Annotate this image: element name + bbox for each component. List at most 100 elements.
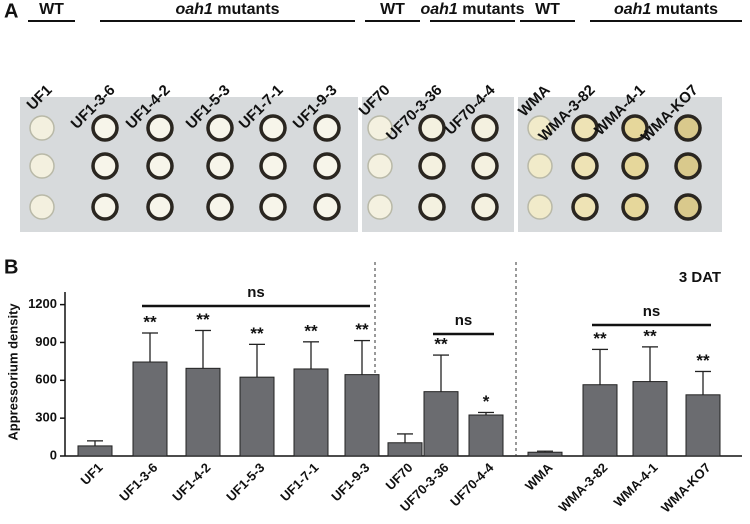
y-tick-label: 300 [35, 410, 57, 425]
bar [632, 381, 668, 457]
colony-well [146, 114, 174, 142]
colony-well [674, 152, 702, 180]
colony-well [29, 194, 55, 220]
group-label: oah1 mutants [175, 1, 279, 18]
colony-well [621, 152, 649, 180]
bracket-label: ns [455, 312, 473, 329]
significance-label: ** [696, 351, 710, 370]
colony-well [313, 193, 341, 221]
x-tick-label: UF1-3-6 [116, 460, 160, 504]
group-label: WT [39, 1, 64, 18]
group-label: oah1 mutants [614, 1, 718, 18]
bracket-label: ns [247, 284, 265, 301]
bar [185, 367, 221, 457]
group-label-text: WT [39, 1, 64, 18]
bar [468, 414, 504, 457]
bar [293, 368, 329, 457]
colony-well [471, 193, 499, 221]
x-tick-label: UF1-7-1 [277, 460, 321, 504]
y-tick-label: 900 [35, 334, 57, 349]
colony-well [367, 115, 393, 141]
colony-well [29, 153, 55, 179]
significance-label: ** [304, 321, 318, 340]
colony-well [259, 114, 287, 142]
colony-well [527, 194, 553, 220]
x-tick-label: UF1-5-3 [223, 460, 267, 504]
bar [77, 445, 113, 457]
group-label-text: mutants [217, 1, 279, 18]
bar [685, 394, 721, 457]
y-tick-label: 600 [35, 372, 57, 387]
group-label: oah1 mutants [420, 1, 524, 18]
colony-well [418, 114, 446, 142]
x-tick-label: UF1-9-3 [328, 460, 372, 504]
group-label-text: WT [380, 1, 405, 18]
colony-well [206, 114, 234, 142]
bar [132, 361, 168, 457]
panel-label: B [4, 256, 18, 278]
colony-well [571, 114, 599, 142]
colony-well [367, 194, 393, 220]
bar [582, 384, 618, 457]
y-tick-label: 1200 [28, 296, 57, 311]
colony-well [367, 153, 393, 179]
colony-well [571, 193, 599, 221]
x-tick-label: WMA-KO7 [658, 460, 714, 516]
colony-well [571, 152, 599, 180]
colony-well [471, 152, 499, 180]
significance-label: ** [143, 312, 157, 331]
colony-well [29, 115, 55, 141]
colony-well [471, 114, 499, 142]
x-tick-label: WMA-3-82 [556, 460, 611, 515]
x-tick-label: UF1 [78, 460, 106, 488]
group-label: WT [535, 1, 560, 18]
y-tick-label: 0 [50, 447, 57, 462]
colony-well [674, 114, 702, 142]
significance-label: ** [593, 329, 607, 348]
bar [527, 451, 563, 457]
group-label: WT [380, 1, 405, 18]
group-label-text: mutants [656, 1, 718, 18]
colony-well [418, 152, 446, 180]
colony-well [313, 114, 341, 142]
colony-well [527, 115, 553, 141]
x-tick-label: UF1-4-2 [169, 460, 213, 504]
bar [423, 391, 459, 457]
colony-well [418, 193, 446, 221]
y-axis-label: Appressorium density [5, 303, 20, 441]
group-label-italic: oah1 [420, 1, 457, 18]
colony-well [206, 193, 234, 221]
colony-well [146, 193, 174, 221]
significance-label: ** [355, 320, 369, 339]
significance-label: ** [196, 310, 210, 329]
colony-well [91, 114, 119, 142]
x-tick-label: WMA [522, 460, 556, 494]
group-label-italic: oah1 [614, 1, 651, 18]
significance-label: ** [250, 324, 264, 343]
group-label-text: mutants [462, 1, 524, 18]
group-label-italic: oah1 [175, 1, 212, 18]
colony-well [259, 152, 287, 180]
colony-well [146, 152, 174, 180]
significance-label: * [483, 392, 490, 411]
significance-label: ** [434, 335, 448, 354]
plate-photo [20, 97, 358, 232]
x-tick-label: WMA-4-1 [611, 460, 661, 510]
colony-well [259, 193, 287, 221]
panel-label: A [4, 0, 18, 22]
group-label-text: WT [535, 1, 560, 18]
bar [387, 442, 423, 457]
x-tick-label: UF70 [382, 460, 415, 493]
colony-well [527, 153, 553, 179]
bracket-label: ns [643, 303, 661, 320]
x-tick-label: UF70-4-4 [447, 459, 497, 509]
colony-well [621, 193, 649, 221]
bar [344, 374, 380, 457]
colony-well [91, 193, 119, 221]
colony-well [621, 114, 649, 142]
colony-well [206, 152, 234, 180]
significance-label: ** [643, 326, 657, 345]
bar [239, 376, 275, 457]
colony-well [313, 152, 341, 180]
